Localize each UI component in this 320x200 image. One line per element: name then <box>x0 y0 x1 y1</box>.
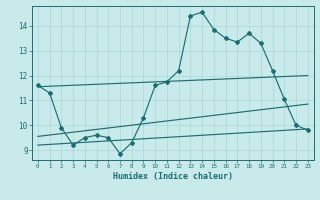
X-axis label: Humidex (Indice chaleur): Humidex (Indice chaleur) <box>113 172 233 181</box>
